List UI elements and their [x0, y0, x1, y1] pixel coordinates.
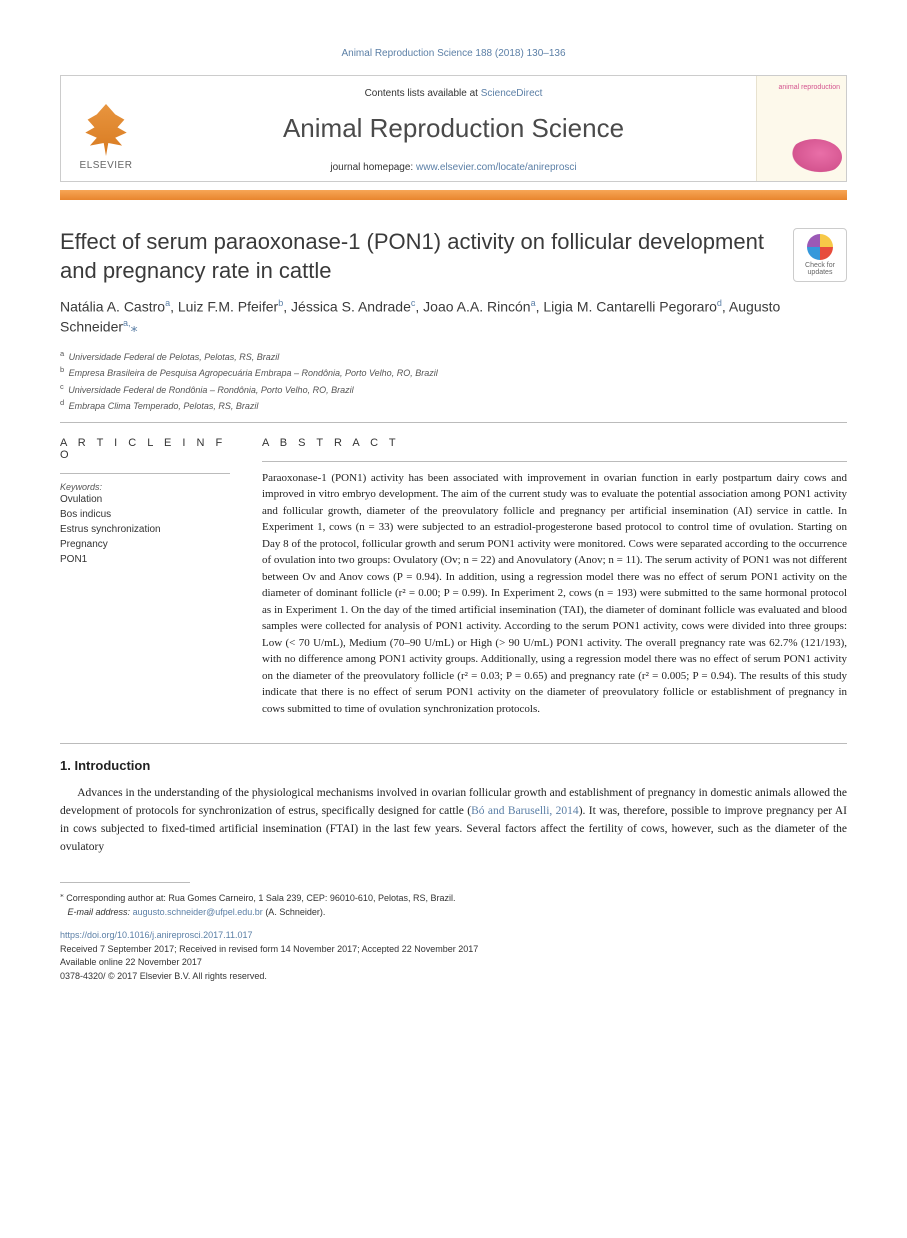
article-info-heading: A R T I C L E I N F O: [60, 437, 230, 461]
journal-cover-thumb: animal reproduction: [756, 76, 846, 181]
keywords-label: Keywords:: [60, 482, 230, 492]
publisher-name: ELSEVIER: [80, 160, 133, 171]
journal-header: ELSEVIER Contents lists available at Sci…: [60, 75, 847, 182]
corresponding-author-footnote: ⁎ Corresponding author at: Rua Gomes Car…: [60, 889, 847, 919]
cover-text: animal reproduction: [779, 84, 840, 92]
corr-text: Corresponding author at: Rua Gomes Carne…: [66, 893, 455, 903]
journal-homepage-link[interactable]: www.elsevier.com/locate/anireprosci: [416, 162, 577, 173]
publisher-logo-block: ELSEVIER: [61, 76, 151, 181]
article-footer: https://doi.org/10.1016/j.anireprosci.20…: [60, 929, 847, 983]
divider: [60, 743, 847, 744]
crossmark-line1: Check for: [805, 262, 835, 269]
affiliations: a Universidade Federal de Pelotas, Pelot…: [60, 348, 847, 414]
keyword: Pregnancy: [60, 537, 230, 552]
email-label: E-mail address:: [68, 907, 131, 917]
abstract-text: Paraoxonase-1 (PON1) activity has been a…: [262, 470, 847, 718]
online-date: Available online 22 November 2017: [60, 957, 202, 967]
keywords-list: OvulationBos indicusEstrus synchronizati…: [60, 492, 230, 567]
abstract-heading: A B S T R A C T: [262, 437, 847, 449]
journal-homepage-line: journal homepage: www.elsevier.com/locat…: [151, 162, 756, 173]
elsevier-tree-icon: [83, 104, 129, 156]
received-dates: Received 7 September 2017; Received in r…: [60, 944, 478, 954]
corresponding-email-link[interactable]: augusto.schneider@ufpel.edu.br: [133, 907, 263, 917]
cover-graphic-icon: [788, 139, 842, 175]
doi-link[interactable]: https://doi.org/10.1016/j.anireprosci.20…: [60, 930, 252, 940]
section-heading-introduction: 1. Introduction: [60, 758, 847, 773]
citation-link[interactable]: Bó and Baruselli, 2014: [471, 805, 579, 817]
contents-prefix: Contents lists available at: [365, 88, 481, 99]
intro-paragraph: Advances in the understanding of the phy…: [60, 785, 847, 856]
keyword: Estrus synchronization: [60, 522, 230, 537]
contents-lists-line: Contents lists available at ScienceDirec…: [151, 88, 756, 99]
keyword: Ovulation: [60, 492, 230, 507]
crossmark-badge[interactable]: Check for updates: [793, 228, 847, 282]
email-person: (A. Schneider).: [265, 907, 325, 917]
article-title: Effect of serum paraoxonase-1 (PON1) act…: [60, 228, 773, 285]
orange-divider-bar: [60, 190, 847, 200]
journal-name: Animal Reproduction Science: [151, 113, 756, 144]
citation: Animal Reproduction Science 188 (2018) 1…: [60, 48, 847, 59]
author-list: Natália A. Castroa, Luiz F.M. Pfeiferb, …: [60, 297, 847, 338]
divider: [60, 422, 847, 423]
sub-divider: [60, 473, 230, 474]
keyword: Bos indicus: [60, 507, 230, 522]
sub-divider: [262, 461, 847, 462]
keyword: PON1: [60, 552, 230, 567]
homepage-prefix: journal homepage:: [330, 162, 416, 173]
footnote-divider: [60, 882, 190, 883]
corr-symbol: ⁎: [60, 890, 64, 899]
copyright-line: 0378-4320/ © 2017 Elsevier B.V. All righ…: [60, 971, 267, 981]
crossmark-line2: updates: [808, 269, 833, 276]
crossmark-circle-icon: [807, 234, 833, 260]
sciencedirect-link[interactable]: ScienceDirect: [481, 88, 543, 99]
